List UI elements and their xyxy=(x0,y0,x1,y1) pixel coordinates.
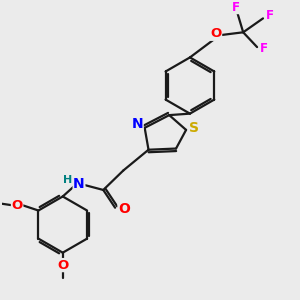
Text: N: N xyxy=(131,117,143,131)
Text: O: O xyxy=(11,199,23,212)
Text: O: O xyxy=(57,259,68,272)
Text: O: O xyxy=(118,202,130,216)
Text: O: O xyxy=(210,27,222,40)
Text: N: N xyxy=(73,177,85,191)
Text: F: F xyxy=(266,9,274,22)
Text: F: F xyxy=(260,42,268,55)
Text: S: S xyxy=(189,122,200,135)
Text: H: H xyxy=(62,175,72,184)
Text: F: F xyxy=(232,1,240,13)
